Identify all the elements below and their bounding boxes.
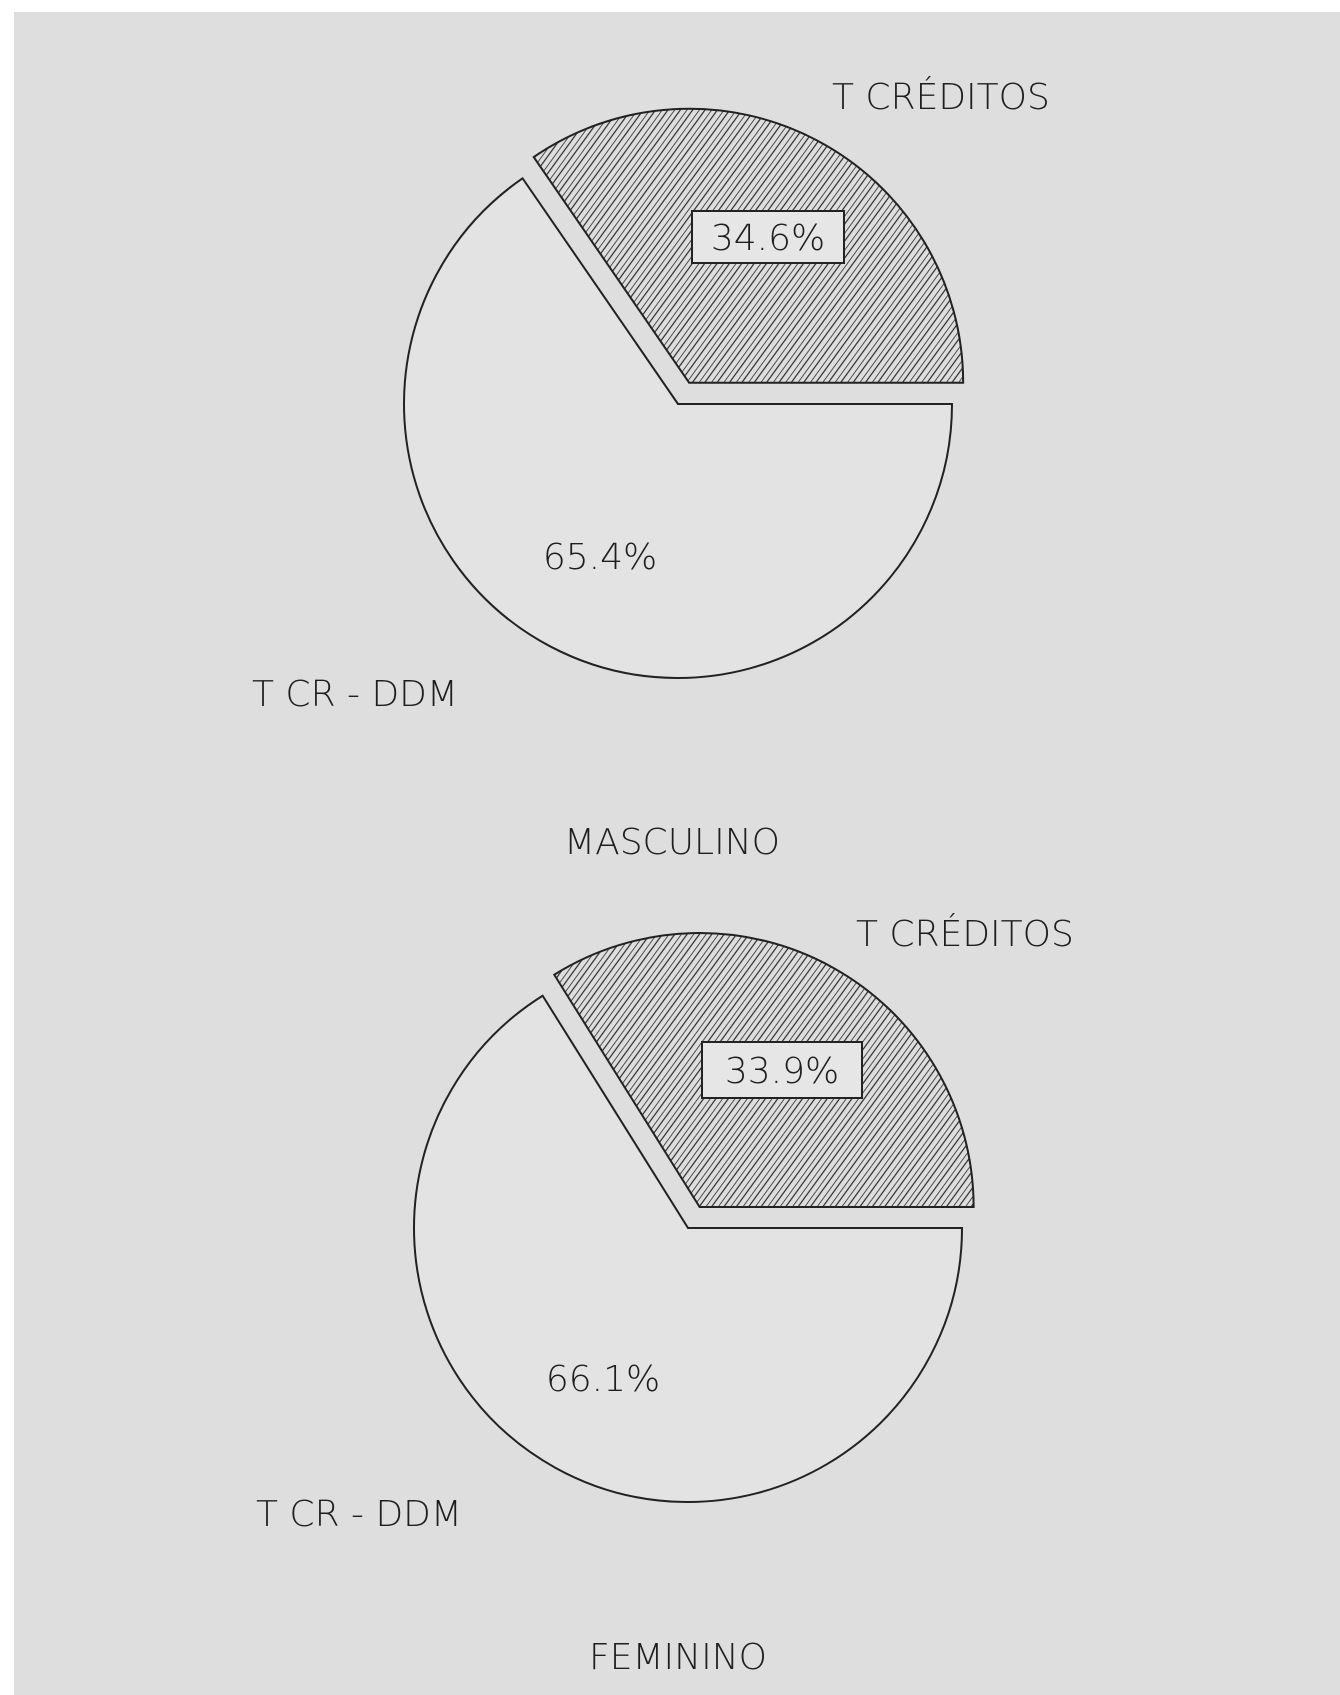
value-label-t-cr-ddm: 66.1% [546,1359,660,1400]
chart-title: FEMININO [589,1637,767,1678]
value-label-t-cr-ddm: 65.4% [543,537,657,578]
value-label-t-creditos: 33.9% [725,1051,839,1092]
pie-chart-masculino: 34.6% 65.4% T CRÉDITOS T CR - DDM MASCUL… [252,76,1050,863]
pie-slice-t-cr-ddm [413,994,964,1503]
slice-label-t-creditos: T CRÉDITOS [832,76,1050,118]
value-label-box [701,1041,863,1099]
value-label-box [691,210,845,264]
slice-label-t-cr-ddm: T CR - DDM [256,1494,462,1535]
chart-title: MASCULINO [564,822,780,863]
slice-label-t-cr-ddm: T CR - DDM [252,674,458,715]
value-label-t-creditos: 34.6% [711,218,825,259]
pie-slice-t-cr-ddm [403,176,954,679]
slice-label-t-creditos: T CRÉDITOS [856,913,1074,955]
pie-chart-femenino: 33.9% 66.1% T CRÉDITOS T CR - DDM FEMINI… [256,913,1074,1678]
